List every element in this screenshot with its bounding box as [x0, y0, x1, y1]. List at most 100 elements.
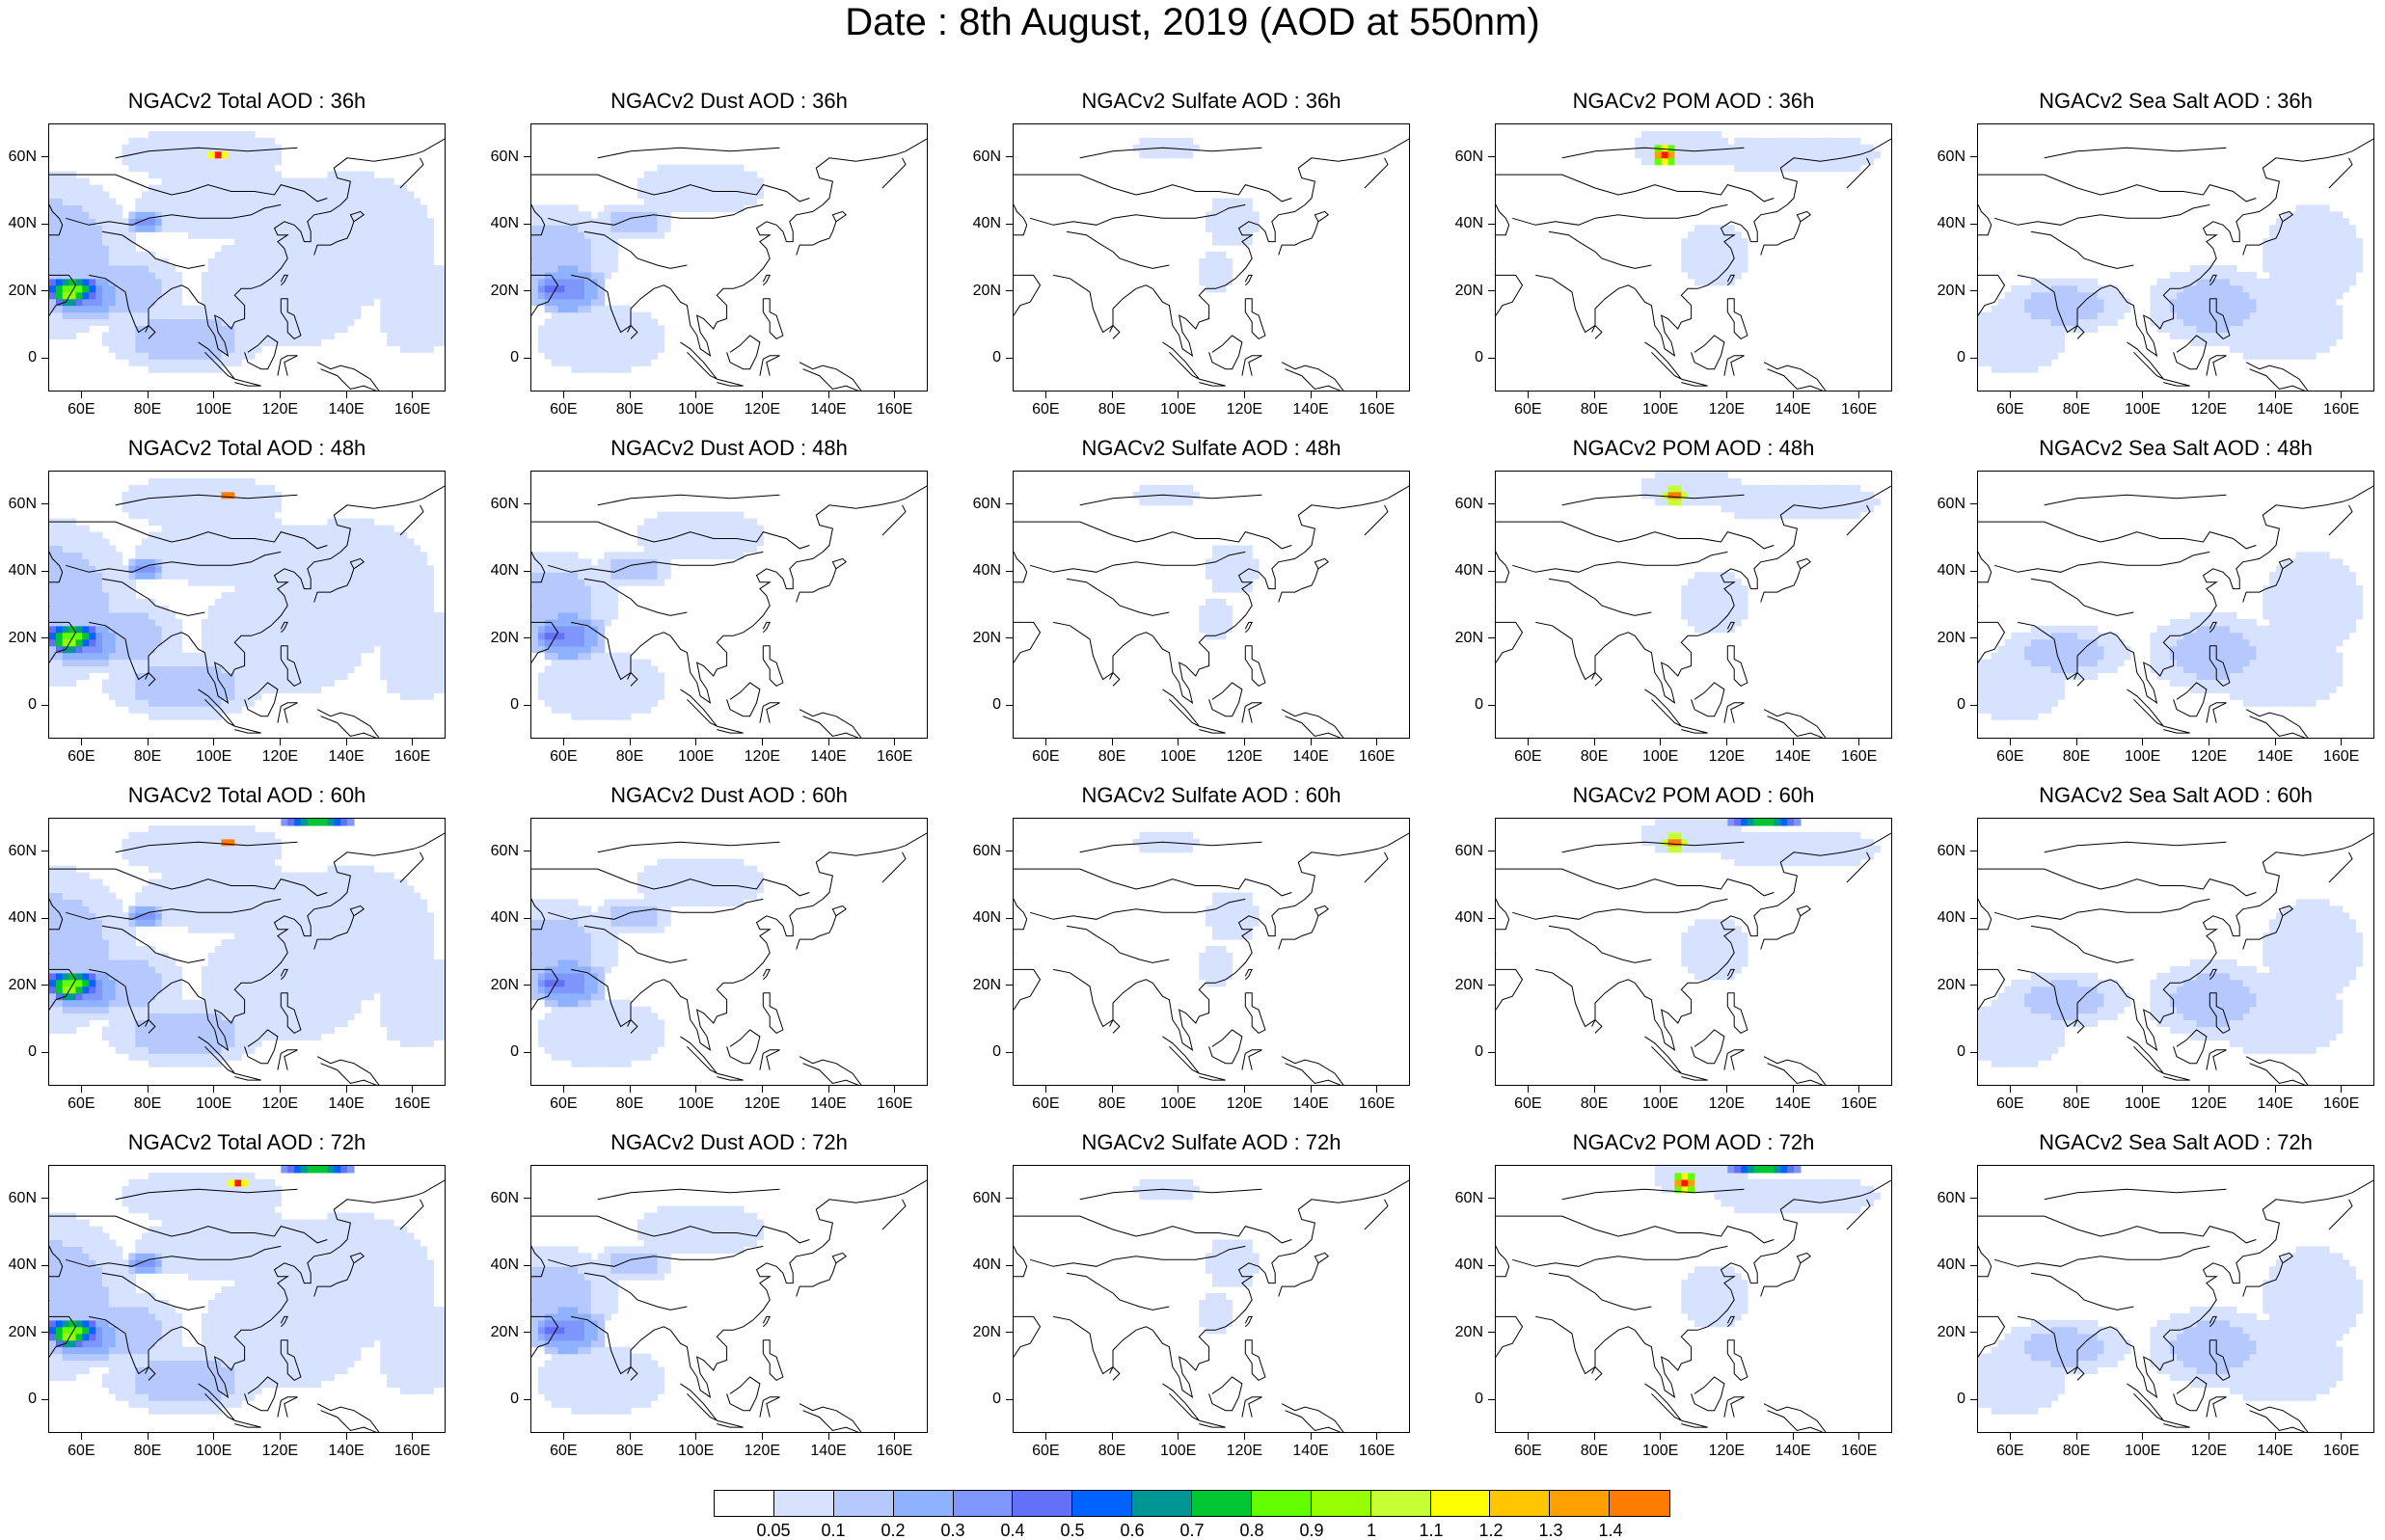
aod-cell — [155, 572, 163, 580]
aod-cell — [202, 165, 209, 173]
aod-cell — [241, 680, 249, 688]
aod-cell — [670, 204, 678, 212]
aod-cell — [433, 338, 441, 346]
aod-cell — [2183, 299, 2191, 307]
aod-cell — [169, 565, 176, 573]
aod-cell — [162, 686, 170, 693]
aod-cell — [2051, 352, 2059, 360]
aod-cell — [308, 680, 315, 688]
aod-cell — [215, 138, 223, 146]
aod-cell — [188, 572, 196, 580]
aod-cell — [128, 245, 136, 253]
aod-cell — [354, 245, 362, 253]
aod-cell — [222, 558, 230, 566]
aod-cell — [347, 599, 355, 607]
aod-cell — [624, 211, 632, 219]
aod-cell — [393, 686, 401, 693]
aod-cell — [387, 218, 394, 226]
aod-cell — [281, 204, 288, 212]
aod-cell — [1688, 131, 1695, 139]
aod-cell — [564, 279, 572, 286]
aod-cell — [195, 673, 203, 681]
aod-cell — [255, 258, 262, 266]
aod-cell — [122, 666, 130, 674]
aod-cell — [49, 558, 57, 566]
aod-cell — [564, 639, 572, 647]
aod-cell — [387, 306, 394, 313]
aod-cell — [109, 599, 117, 607]
aod-cell — [374, 532, 382, 540]
aod-cell — [222, 492, 230, 500]
aod-cell — [531, 565, 539, 573]
aod-cell — [2243, 312, 2251, 320]
aod-cell — [420, 345, 428, 353]
aod-cell — [426, 666, 434, 674]
aod-cell — [531, 258, 539, 266]
aod-cell — [255, 218, 262, 226]
aod-cell — [241, 499, 249, 506]
aod-cell — [584, 345, 592, 353]
aod-cell — [400, 238, 408, 246]
aod-cell — [327, 673, 335, 681]
aod-cell — [334, 572, 341, 580]
aod-cell — [109, 306, 117, 313]
aod-cell — [2223, 306, 2231, 313]
aod-cell — [2303, 285, 2311, 293]
aod-cell — [169, 653, 176, 661]
aod-cell — [181, 138, 189, 146]
aod-cell — [538, 599, 546, 607]
aod-cell — [128, 619, 136, 627]
aod-cell — [2038, 338, 2046, 346]
aod-cell — [2236, 306, 2244, 313]
aod-cell — [1694, 279, 1702, 286]
aod-cell — [354, 633, 362, 640]
aod-cell — [241, 252, 249, 259]
aod-cell — [414, 666, 421, 674]
aod-cell — [1985, 338, 1992, 346]
aod-cell — [2204, 326, 2211, 334]
aod-cell — [102, 333, 110, 340]
aod-cell — [202, 558, 209, 566]
x-tick-label: 140E — [317, 401, 375, 419]
aod-cell — [169, 225, 176, 232]
aod-cell — [2296, 319, 2304, 327]
aod-cell — [109, 552, 117, 559]
x-tick-label: 60E — [52, 748, 110, 766]
aod-cell — [122, 686, 130, 693]
aod-cell — [1681, 245, 1689, 253]
aod-cell — [2283, 238, 2290, 246]
aod-cell — [1854, 138, 1861, 146]
aod-cell — [420, 326, 428, 334]
aod-cell — [188, 172, 196, 179]
aod-cell — [644, 218, 652, 226]
aod-cell — [624, 225, 632, 232]
aod-cell — [142, 639, 149, 647]
aod-cell — [631, 218, 638, 226]
aod-cell — [2343, 265, 2350, 273]
aod-cell — [56, 333, 64, 340]
aod-cell — [2018, 292, 2025, 300]
aod-cell — [433, 639, 441, 647]
aod-cell — [149, 199, 156, 206]
aod-cell — [275, 151, 283, 159]
aod-cell — [261, 292, 269, 300]
aod-cell — [564, 292, 572, 300]
aod-cell — [340, 192, 348, 200]
aod-cell — [1219, 272, 1227, 280]
aod-cell — [155, 151, 163, 159]
aod-cell — [149, 692, 156, 700]
aod-cell — [380, 592, 388, 600]
aod-cell — [400, 660, 408, 667]
aod-cell — [2005, 338, 2013, 346]
aod-cell — [2290, 312, 2297, 320]
aod-cell — [1774, 151, 1781, 159]
aod-cell — [275, 326, 283, 334]
aod-cell — [142, 252, 149, 259]
aod-cell — [710, 165, 718, 173]
aod-cell — [704, 204, 712, 212]
aod-cell — [658, 338, 665, 346]
aod-cell — [2290, 326, 2297, 334]
aod-cell — [420, 552, 428, 559]
aod-cell — [704, 199, 712, 206]
aod-cell — [228, 299, 235, 307]
